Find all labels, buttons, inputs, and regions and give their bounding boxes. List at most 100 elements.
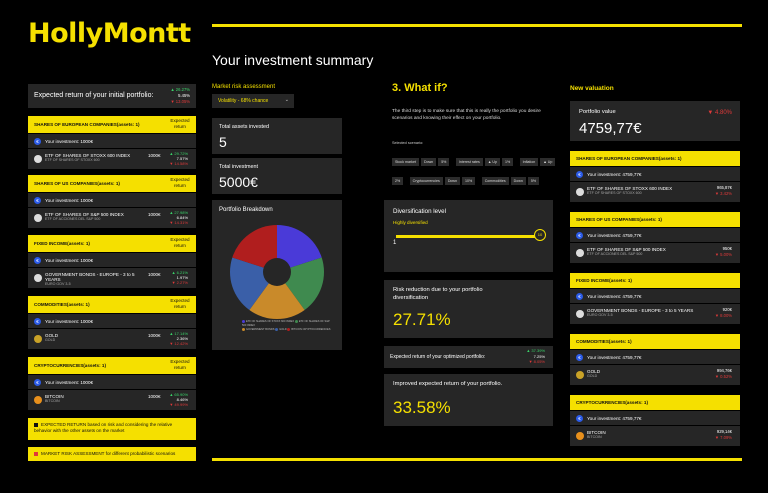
pct-high: ▲ 17.14%	[169, 331, 188, 336]
euro-icon: €	[34, 137, 41, 145]
asset-delta: ▼ 8.00%	[714, 312, 732, 318]
diversification-card: Diversification level Highly diversified…	[384, 200, 553, 272]
chip-direction[interactable]: Down	[420, 158, 437, 166]
pct-mid: 8.46%	[176, 397, 188, 403]
optimized-return-low: ▼ 8.05%	[528, 359, 545, 365]
risk-reduction-card: Risk reduction due to your portfolio div…	[384, 280, 553, 338]
scenario-chips: Stock market Down 5% Interest rates ▲ Up 1% …	[392, 150, 562, 188]
investment-label: Your investment: 1000€	[45, 318, 94, 324]
right-section-commodities: COMMODITIES(assets: 1) € Your investment:…	[570, 334, 740, 385]
portfolio-breakdown-card: Portfolio Breakdown ETF OF SHARES OF STO…	[212, 200, 342, 350]
chip-direction[interactable]: Down	[444, 177, 461, 185]
legend-expected-text: EXPECTED RETURN based on risk and consid…	[34, 422, 173, 433]
section-title: CRYPTOCURRENCIES(assets: 1)	[570, 395, 740, 410]
asset-subtitle: ETF OF SHARES OF STOXX 600	[45, 158, 100, 162]
legend-item: CRYPTOCURRENCIES	[302, 328, 331, 332]
chip-value[interactable]: 5%	[527, 177, 540, 185]
page-title: Your investment summary	[212, 52, 374, 68]
asset-name: ETF OF SHARES OF STOXX 600 INDEX	[587, 186, 673, 191]
chip-inflation[interactable]: Inflation	[519, 158, 539, 166]
asset-row[interactable]: ETF OF SHARES OF STOXX 600 INDEX ETF OF S…	[570, 182, 740, 202]
initial-return-high: ▲ 26.27%	[170, 87, 190, 92]
chevron-down-icon: ⌄	[284, 97, 289, 103]
whatif-description: The third step is to make sure that this…	[392, 109, 541, 121]
asset-amount: 1000€	[148, 394, 161, 399]
chip-value[interactable]: 5%	[438, 158, 450, 166]
bottom-divider	[212, 458, 742, 461]
total-assets-label: Total assets invested	[219, 124, 270, 130]
asset-subtitle: GOLD	[45, 338, 56, 342]
investment-label: Your investment: 4759,77€	[587, 232, 642, 238]
pct-low: ▼ 12.42%	[169, 341, 188, 347]
asset-delta: ▼ 7.09%	[714, 434, 732, 440]
expected-return-label: Expected return	[170, 298, 190, 309]
left-section-commodities: COMMODITIES(assets: 1) Expected return € Y…	[28, 296, 196, 349]
euro-icon: €	[576, 414, 583, 422]
chip-value[interactable]: 2%	[392, 177, 404, 185]
left-section-crypto: CRYPTOCURRENCIES(assets: 1) Expected retu…	[28, 357, 196, 410]
chip-stock-market[interactable]: Stock market	[392, 158, 419, 166]
expected-return-label: Expected return	[170, 359, 190, 370]
investment-label: Your investment: 1000€	[45, 257, 94, 263]
scenario-label: Selected scenario:	[392, 141, 424, 145]
pct-mid: 6.84%	[176, 215, 188, 221]
legend-item: GOVERNMENT BONDS	[246, 328, 275, 332]
portfolio-value-card: Portfolio value 4759,77€ ▼ 4.80%	[570, 101, 740, 141]
portfolio-value-label: Portfolio value	[579, 109, 616, 115]
pct-low: ▼ 2.27%	[171, 280, 188, 286]
expected-return-label: Expected return	[170, 177, 190, 188]
legend-dot	[242, 320, 245, 323]
pct-mid: 1.97%	[176, 275, 188, 281]
asset-row[interactable]: GOLD GOLD 1000€ ▲ 17.14% 2.36% ▼ 12.42%	[28, 329, 196, 349]
diversification-label: Diversification level	[393, 208, 446, 215]
asset-row[interactable]: ETF OF SHARES OF S&P 500 INDEX ETF OF ACC…	[28, 208, 196, 228]
asset-delta: ▼ 0.52%	[714, 373, 732, 379]
chip-interest-rates[interactable]: Interest rates	[455, 158, 483, 166]
chip-value[interactable]: 10%	[462, 177, 476, 185]
asset-amount: 1000€	[148, 333, 161, 338]
asset-row[interactable]: GOVERNMENT BONDS - EUROPE - 3 to 5 YEARS…	[570, 304, 740, 324]
total-investment-label: Total investment	[219, 164, 258, 170]
asset-row[interactable]: ETF OF SHARES OF STOXX 600 INDEX ETF OF S…	[28, 149, 196, 169]
volatility-select-value: Volatility - 68% chance	[218, 98, 269, 104]
section-title: SHARES OF US COMPANIES(assets: 1)	[570, 212, 740, 227]
asset-delta: ▼ 5.00%	[714, 251, 732, 257]
asset-row[interactable]: BITCOIN BITCOIN 929,14€ ▼ 7.09%	[570, 426, 740, 446]
chip-cryptocurrencies[interactable]: Cryptocurrencies	[409, 177, 443, 185]
asset-row[interactable]: GOLD GOLD 994,76€ ▼ 0.52%	[570, 365, 740, 385]
new-valuation-title: New valuation	[570, 85, 614, 92]
asset-row[interactable]: GOVERNMENT BONDS - EUROPE - 3 to 5 YEARS…	[28, 268, 196, 288]
investment-label: Your investment: 4759,77€	[587, 415, 642, 421]
euro-icon: €	[34, 256, 41, 264]
asset-name: GOLD	[45, 333, 59, 338]
asset-name: GOVERNMENT BONDS - EUROPE - 3 to 5 YEARS	[587, 308, 694, 313]
asset-value: 920€	[722, 307, 732, 312]
pie-legend: ETF OF SHARES OF STOXX 600 INDEX ETF OF …	[242, 320, 332, 332]
section-title: COMMODITIES(assets: 1)	[34, 302, 90, 307]
pct-low: ▼ 49.99%	[169, 402, 188, 408]
chip-direction[interactable]: Down	[510, 177, 526, 185]
left-section-fixed-income: FIXED INCOME(assets: 1) Expected return €…	[28, 235, 196, 288]
asset-subtitle: BITCOIN	[587, 435, 602, 439]
optimized-return-card: Expected return of your optimized portfo…	[384, 346, 553, 368]
pct-mid: 2.36%	[176, 336, 188, 342]
section-title: SHARES OF US COMPANIES(assets: 1)	[34, 181, 120, 186]
asset-row[interactable]: BITCOIN BITCOIN 1000€ ▲ 65.90% 8.46% ▼ 49.99%	[28, 390, 196, 410]
optimized-return-label: Expected return of your optimized portfo…	[390, 354, 486, 360]
asset-icon	[576, 249, 584, 257]
asset-row[interactable]: ETF OF SHARES OF S&P 500 INDEX ETF OF ACC…	[570, 243, 740, 263]
chip-value[interactable]: 1%	[501, 158, 514, 166]
volatility-select[interactable]: Volatility - 68% chance ⌄	[212, 94, 294, 108]
whatif-title: 3. What if?	[392, 82, 448, 94]
portfolio-pie-chart	[230, 225, 324, 319]
asset-delta: ▼ 3.42%	[714, 190, 732, 196]
initial-return-card: Expected return of your initial portfoli…	[28, 84, 196, 108]
diversification-slider-handle[interactable]: 10	[534, 229, 546, 241]
asset-icon	[576, 188, 584, 196]
asset-subtitle: GOLD	[587, 374, 598, 378]
chip-commodities[interactable]: Commodities	[481, 177, 509, 185]
chip-direction[interactable]: ▲ Up	[540, 158, 556, 166]
asset-name: GOLD	[587, 369, 601, 374]
section-title: COMMODITIES(assets: 1)	[570, 334, 740, 349]
chip-direction[interactable]: ▲ Up	[484, 158, 500, 166]
